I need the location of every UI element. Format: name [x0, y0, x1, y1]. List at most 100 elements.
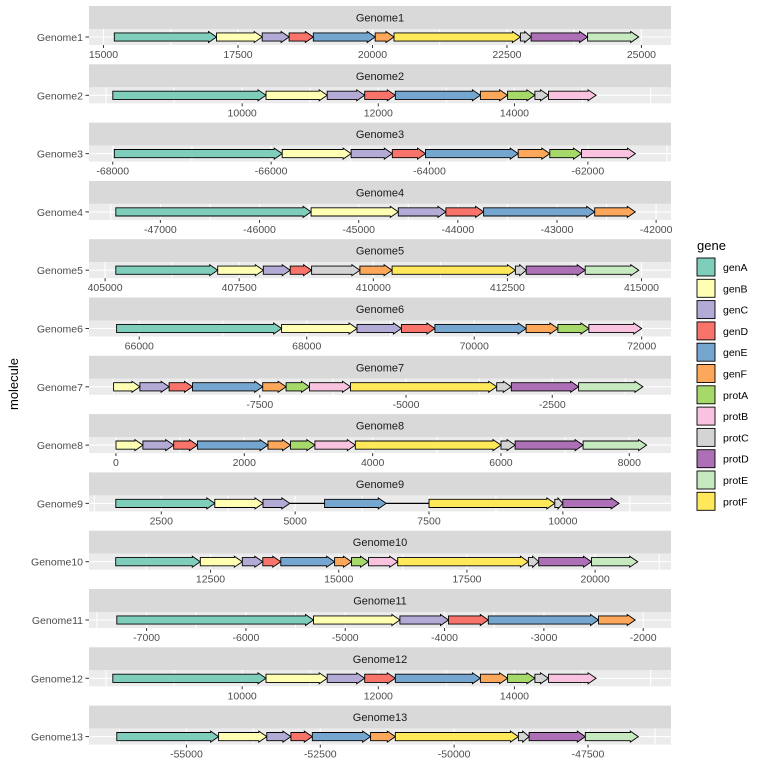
gene-arrow-protD	[514, 438, 584, 452]
facet-panel: Genome2 Genome2 10000 12000 14000	[37, 64, 671, 119]
x-tick-label: 72000	[627, 341, 656, 353]
gene-arrow-genB	[115, 438, 144, 452]
x-tick-label: 405000	[88, 282, 123, 294]
facet-strip-label: Genome3	[356, 129, 404, 141]
gene-arrow-protC	[554, 496, 564, 511]
gene-arrow-genC	[326, 671, 366, 685]
gene-arrow-genA	[116, 730, 220, 743]
gene-arrow-genF	[370, 730, 397, 743]
facet-strip	[89, 355, 671, 379]
facet-strip-label: Genome2	[356, 71, 404, 83]
x-tick-label: -64000	[413, 166, 446, 178]
x-tick-label: -47000	[144, 224, 177, 236]
gene-arrow-protC	[500, 438, 516, 452]
gene-arrow-protB	[368, 555, 399, 569]
x-tick-label: 12000	[364, 107, 393, 119]
gene-arrow-genD	[448, 613, 490, 627]
gene-arrow-protA	[507, 88, 536, 102]
gene-arrow-genA	[116, 322, 283, 335]
facet-strip	[89, 180, 671, 204]
x-tick-label: -55000	[170, 749, 203, 761]
x-tick-label: 14000	[500, 690, 529, 702]
molecule-label: Genome6	[37, 324, 83, 336]
x-tick-label: -50000	[438, 749, 471, 761]
x-tick-label: 10000	[228, 690, 257, 702]
facet-strip-label: Genome5	[356, 246, 404, 258]
facet-panel: Genome10 Genome10 12500 15000 17500 20000	[31, 530, 671, 586]
facet-strip-label: Genome8	[356, 421, 404, 433]
facet-panel: Genome9 Genome9 2500 5000 7500 10000	[37, 472, 671, 527]
gene-arrow-genC	[139, 380, 170, 394]
x-tick-label: -2500	[539, 399, 566, 411]
gene-arrow-genB	[313, 613, 401, 627]
x-tick-label: -3000	[530, 632, 557, 644]
facet-strip	[89, 297, 671, 321]
gene-arrow-protE	[584, 730, 640, 743]
facet-strip-label: Genome10	[353, 537, 407, 549]
gene-arrow-protD	[530, 30, 589, 44]
gene-arrow-genE	[487, 613, 600, 627]
molecule-label: Genome10	[31, 557, 83, 569]
gene-arrow-genD	[290, 730, 314, 743]
legend-swatch-genF	[696, 364, 716, 383]
x-tick-label: -7500	[246, 399, 273, 411]
gene-arrow-protA	[285, 380, 311, 394]
x-tick-label: 10000	[548, 515, 577, 527]
molecule-label: Genome1	[37, 32, 83, 44]
x-tick-label: 68000	[292, 341, 321, 353]
legend-label: protB	[723, 411, 748, 423]
gene-arrow-protE	[587, 30, 640, 44]
gene-arrow-protE	[584, 263, 640, 277]
gene-arrow-genC	[266, 730, 292, 743]
gene-arrow-genE	[425, 147, 519, 160]
molecule-label: Genome12	[31, 673, 83, 685]
gene-arrow-genF	[517, 147, 551, 160]
legend-title: gene	[697, 238, 726, 253]
facet-strip	[89, 647, 671, 671]
legend-swatch-protF	[696, 491, 716, 511]
x-tick-label: -42000	[640, 224, 673, 236]
x-tick-label: 8000	[618, 457, 642, 469]
x-tick-label: -68000	[96, 166, 129, 178]
facet-strip-label: Genome6	[356, 304, 404, 316]
molecule-label: Genome9	[37, 498, 83, 510]
gene-arrow-genF	[479, 88, 509, 102]
facet-strip	[89, 472, 671, 496]
gene-arrow-genF	[267, 438, 292, 452]
x-tick-label: -5000	[332, 632, 359, 644]
gene-arrow-protF	[394, 730, 520, 743]
gene-arrow-protC	[519, 30, 532, 44]
gene-arrow-protC	[496, 380, 513, 394]
gene-arrow-genD	[364, 88, 397, 102]
gene-arrow-genD	[391, 147, 427, 160]
gene-arrow-genE	[394, 88, 482, 102]
gene-arrow-genD	[400, 322, 436, 335]
gene-arrow-genD	[288, 30, 315, 44]
gene-arrow-protF	[350, 380, 498, 394]
x-tick-label: -47500	[572, 749, 605, 761]
x-tick-label: 2000	[233, 457, 257, 469]
x-tick-label: -44000	[441, 224, 474, 236]
legend-label: protE	[723, 475, 748, 487]
x-tick-label: 20000	[581, 574, 610, 586]
gene-arrow-genD	[445, 205, 485, 219]
facet-strip	[89, 589, 671, 612]
x-tick-label: -62000	[572, 166, 605, 178]
facet-strip	[89, 64, 671, 88]
gene-arrow-genF	[334, 555, 353, 569]
x-tick-label: 0	[113, 457, 119, 469]
gene-arrow-genA	[115, 497, 216, 510]
gene-arrow-protE	[591, 555, 639, 569]
x-tick-label: 14000	[500, 107, 529, 119]
x-tick-label: 5000	[283, 515, 307, 527]
gene-arrow-genB	[217, 263, 265, 277]
legend-swatch-protB	[696, 406, 716, 426]
x-tick-label: -7000	[133, 632, 160, 644]
gene-arrow-genB	[281, 147, 352, 160]
facet-strip-label: Genome1	[356, 13, 404, 25]
legend-swatch-protD	[696, 449, 716, 469]
gene-arrow-genC	[326, 88, 366, 102]
legend: gene genA genB genC genD genE genF protA protB p…	[696, 238, 749, 511]
